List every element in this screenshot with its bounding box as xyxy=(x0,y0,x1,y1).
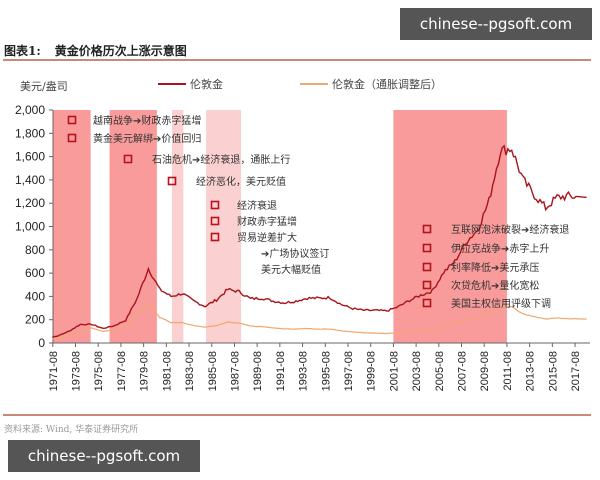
annotation-marker-icon xyxy=(67,115,77,125)
annotation-marker-icon xyxy=(167,176,177,186)
x-tick-label: 2009-08 xyxy=(479,351,491,391)
y-tick-label: 2,000 xyxy=(15,103,45,117)
annotation-text: 石油危机➔经济衰退，通胀上行 xyxy=(152,153,290,166)
y-tick-label: 200 xyxy=(25,313,45,327)
title-divider xyxy=(3,59,591,61)
annotation-marker-icon xyxy=(422,280,432,290)
shaded-period xyxy=(206,110,242,343)
x-tick-label: 1987-08 xyxy=(229,351,241,391)
x-tick-label: 1999-08 xyxy=(366,351,378,391)
annotation-text: 利率降低➔美元承压 xyxy=(451,261,539,274)
y-tick-label: 1,400 xyxy=(15,173,45,187)
source-note: 资料来源: Wind, 华泰证券研究所 xyxy=(4,425,139,435)
annotation-marker-icon xyxy=(67,133,77,143)
x-tick-label: 2003-08 xyxy=(411,351,423,391)
x-tick-label: 1993-08 xyxy=(298,351,310,391)
annotation-text: 越南战争➔财政赤字猛增 xyxy=(93,114,201,127)
y-axis-unit: 美元/盎司 xyxy=(20,80,68,93)
annotation-marker-icon xyxy=(210,200,220,210)
annotation-text: 次贷危机➔量化宽松 xyxy=(451,279,539,292)
figure-title-text: 黄金价格历次上涨示意图 xyxy=(54,44,187,58)
annotation-text: 伊拉克战争➔赤字上升 xyxy=(451,242,549,255)
annotation-text: 贸易逆差扩大 xyxy=(237,231,297,244)
x-tick-label: 1975-08 xyxy=(93,351,105,391)
watermark-text: chinese--pgsoft.com xyxy=(419,15,573,33)
y-tick-label: 1,600 xyxy=(15,150,45,164)
y-tick-label: 1,200 xyxy=(15,196,45,210)
x-tick-label: 1997-08 xyxy=(343,351,355,391)
annotation-text: 财政赤字猛增 xyxy=(237,215,297,228)
legend-item-inflation-adjusted: 伦敦金（通胀调整后） xyxy=(300,76,442,92)
annotation-marker-icon xyxy=(210,216,220,226)
x-tick-label: 1995-08 xyxy=(320,351,332,391)
x-tick-label: 1981-08 xyxy=(161,351,173,391)
annotation-marker-icon xyxy=(123,154,133,164)
legend-label-nominal: 伦敦金 xyxy=(190,78,223,91)
y-tick-label: 600 xyxy=(25,266,45,280)
y-tick-label: 400 xyxy=(25,289,45,303)
x-tick-label: 1991-08 xyxy=(275,351,287,391)
x-tick-label: 1971-08 xyxy=(48,351,60,391)
gold-price-chart: 0 200 400 600 800 1,000 1,200 1,400 1,600 1,800 2,… xyxy=(15,103,590,391)
annotation-text: ➔广场协议签订 xyxy=(261,247,329,260)
x-tick-label: 2007-08 xyxy=(457,351,469,391)
annotation-marker-icon xyxy=(422,262,432,272)
legend-item-nominal: 伦敦金 xyxy=(158,76,223,92)
series-lines xyxy=(52,144,587,340)
annotation-text: 黄金美元解绑➔价值回归 xyxy=(93,132,201,145)
x-tick-label: 2011-08 xyxy=(502,351,514,391)
shaded-period xyxy=(172,110,184,343)
shaded-period xyxy=(52,110,91,343)
annotation-marker-icon xyxy=(422,298,432,308)
annotation-text: 经济恶化，美元贬值 xyxy=(196,175,286,188)
x-tick-label: 2013-08 xyxy=(525,351,537,391)
footer-divider xyxy=(3,414,591,416)
annotation-marker-icon xyxy=(210,232,220,242)
figure-number: 图表1: xyxy=(4,44,41,58)
axes: 0 200 400 600 800 1,000 1,200 1,400 1,600 1,800 2,… xyxy=(15,103,590,391)
x-tick-label: 1985-08 xyxy=(207,351,219,391)
x-tick-label: 2005-08 xyxy=(434,351,446,391)
annotation-marker-icon xyxy=(422,243,432,253)
series-line-inflation-adjusted xyxy=(52,304,587,340)
x-tick-label: 2001-08 xyxy=(388,351,400,391)
annotations: 越南战争➔财政赤字猛增黄金美元解绑➔价值回归石油危机➔经济衰退，通胀上行经济恶化… xyxy=(67,114,569,310)
x-tick-label: 2017-08 xyxy=(570,351,582,391)
shaded-periods xyxy=(52,110,507,343)
x-tick-label: 1977-08 xyxy=(116,351,128,391)
annotation-text: 美国主权信用评级下调 xyxy=(451,297,551,310)
y-tick-label: 800 xyxy=(25,243,45,257)
legend-label-inflation-adjusted: 伦敦金（通胀调整后） xyxy=(332,78,442,91)
watermark-text: chinese--pgsoft.com xyxy=(27,447,181,465)
shaded-period xyxy=(393,110,507,343)
x-tick-label: 1979-08 xyxy=(139,351,151,391)
x-tick-label: 1973-08 xyxy=(71,351,83,391)
watermark-top: chinese--pgsoft.com xyxy=(400,8,592,40)
annotation-marker-icon xyxy=(422,224,432,234)
series-line-nominal xyxy=(52,144,587,339)
y-tick-label: 0 xyxy=(38,336,45,350)
x-tick-label: 1989-08 xyxy=(252,351,264,391)
annotation-text: 经济衰退 xyxy=(237,199,277,212)
annotation-text: 美元大幅贬值 xyxy=(261,263,321,276)
annotation-text: 互联网泡沫破裂➔经济衰退 xyxy=(451,223,569,236)
x-tick-label: 1983-08 xyxy=(184,351,196,391)
shaded-period xyxy=(109,110,157,343)
watermark-bottom: chinese--pgsoft.com xyxy=(8,440,200,472)
legend-swatch-nominal xyxy=(158,83,186,85)
x-tick-label: 2015-08 xyxy=(547,351,559,391)
legend-swatch-inflation-adjusted xyxy=(300,83,328,85)
y-tick-label: 1,000 xyxy=(15,220,45,234)
y-tick-label: 1,800 xyxy=(15,126,45,140)
figure-title: 图表1: 黄金价格历次上涨示意图 xyxy=(4,42,187,59)
